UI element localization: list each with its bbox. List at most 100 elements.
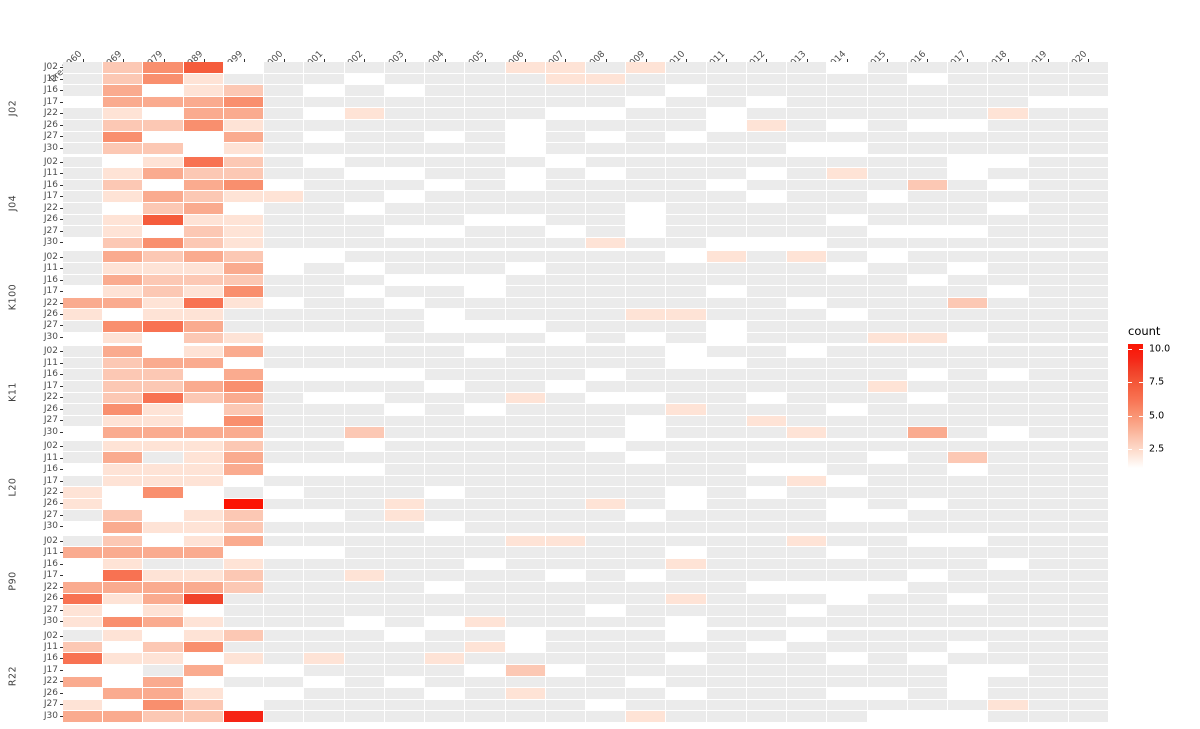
heatmap-cell: [907, 108, 948, 119]
heatmap-cell: [626, 286, 666, 297]
y-tick-mark: [60, 408, 63, 410]
x-tick-mark: [806, 59, 808, 62]
heatmap-cell: [586, 73, 626, 85]
heatmap-cell: [1068, 73, 1108, 85]
heatmap-cell: [626, 191, 666, 203]
heatmap-cell: [827, 214, 867, 226]
heatmap-cell: [626, 711, 666, 723]
heatmap-cell: [465, 309, 505, 320]
heatmap-cell: [103, 179, 143, 191]
heatmap-cell: [1028, 535, 1068, 547]
heatmap-cell: [626, 214, 666, 226]
heatmap-cell: [706, 156, 746, 168]
y-axis-label: J02: [26, 62, 63, 73]
heatmap-cell: [626, 274, 666, 286]
heatmap-cell: [746, 131, 787, 143]
heatmap-cell: [1028, 96, 1068, 108]
heatmap-cell: [867, 143, 907, 154]
heatmap-cell: [706, 498, 746, 510]
heatmap-cell: [867, 392, 907, 404]
y-axis-label: J11: [26, 642, 63, 653]
heatmap-cell: [425, 320, 465, 332]
heatmap-cell: [827, 558, 867, 570]
heatmap-cell: [1068, 665, 1108, 676]
heatmap-cell: [787, 96, 827, 108]
heatmap-cell: [183, 346, 223, 357]
heatmap-cell: [465, 475, 505, 487]
heatmap-cell: [63, 498, 103, 510]
heatmap-cell: [143, 641, 183, 653]
heatmap-cell: [505, 688, 545, 699]
heatmap-cell: [425, 119, 465, 131]
heatmap-cell: [344, 297, 384, 309]
heatmap-cell: [787, 487, 827, 498]
heatmap-cell: [1028, 320, 1068, 332]
heatmap-cell: [465, 332, 505, 344]
heatmap-cell: [706, 143, 746, 154]
x-tick-mark: [324, 59, 326, 62]
heatmap-cell: [425, 475, 465, 487]
heatmap-cell: [545, 522, 585, 533]
heatmap-cell: [666, 237, 706, 249]
heatmap-cell: [787, 392, 827, 404]
heatmap-cell: [384, 226, 425, 237]
heatmap-cell: [264, 581, 304, 593]
heatmap-cell: [425, 85, 465, 96]
heatmap-cell: [223, 605, 264, 616]
heatmap-cell: [304, 699, 344, 711]
heatmap-cell: [626, 630, 666, 641]
heatmap-cell: [223, 404, 264, 415]
heatmap-cell: [787, 214, 827, 226]
heatmap-cell: [103, 263, 143, 274]
heatmap-cell: [948, 570, 988, 581]
x-tick-mark: [726, 59, 728, 62]
heatmap-cell: [626, 62, 666, 73]
x-tick-mark: [565, 59, 567, 62]
heatmap-cell: [505, 699, 545, 711]
heatmap-cell: [344, 309, 384, 320]
heatmap-cell: [465, 616, 505, 628]
heatmap-cell: [304, 404, 344, 415]
heatmap-cell: [666, 570, 706, 581]
heatmap-cell: [988, 332, 1028, 344]
y-axis-row-labels: J02 J11 J16 J17 J22 J26 J27 J30: [26, 536, 63, 628]
heatmap-cell: [827, 452, 867, 464]
heatmap-cell: [304, 297, 344, 309]
heatmap-cell: [746, 581, 787, 593]
heatmap-cell: [143, 168, 183, 179]
heatmap-cell: [787, 522, 827, 533]
heatmap-cell: [666, 392, 706, 404]
heatmap-cell: [706, 535, 746, 547]
y-tick-mark: [60, 230, 63, 232]
heatmap-cell: [988, 214, 1028, 226]
heatmap-cell: [746, 558, 787, 570]
heatmap-cell: [384, 605, 425, 616]
heatmap-cell: [505, 263, 545, 274]
heatmap-cell: [425, 297, 465, 309]
heatmap-cell: [545, 665, 585, 676]
y-tick-mark: [60, 598, 63, 600]
heatmap-cell: [1068, 616, 1108, 628]
heatmap-cell: [183, 570, 223, 581]
heatmap-cell: [63, 605, 103, 616]
heatmap-cell: [505, 498, 545, 510]
y-tick-mark: [60, 351, 63, 353]
heatmap-cell: [384, 168, 425, 179]
heatmap-cell: [304, 547, 344, 558]
heatmap-cell: [666, 547, 706, 558]
heatmap-cell: [787, 226, 827, 237]
heatmap-cell: [545, 226, 585, 237]
heatmap-cell: [384, 581, 425, 593]
heatmap-cell: [867, 108, 907, 119]
heatmap-cell: [264, 357, 304, 369]
heatmap-cell: [787, 665, 827, 676]
heatmap-cell: [304, 593, 344, 605]
y-tick-mark: [60, 207, 63, 209]
heatmap-cell: [988, 203, 1028, 214]
heatmap-cell: [706, 404, 746, 415]
heatmap-cell: [867, 605, 907, 616]
heatmap-cell: [304, 214, 344, 226]
heatmap-cell: [143, 346, 183, 357]
heatmap-cell: [626, 699, 666, 711]
heatmap-cell: [787, 699, 827, 711]
